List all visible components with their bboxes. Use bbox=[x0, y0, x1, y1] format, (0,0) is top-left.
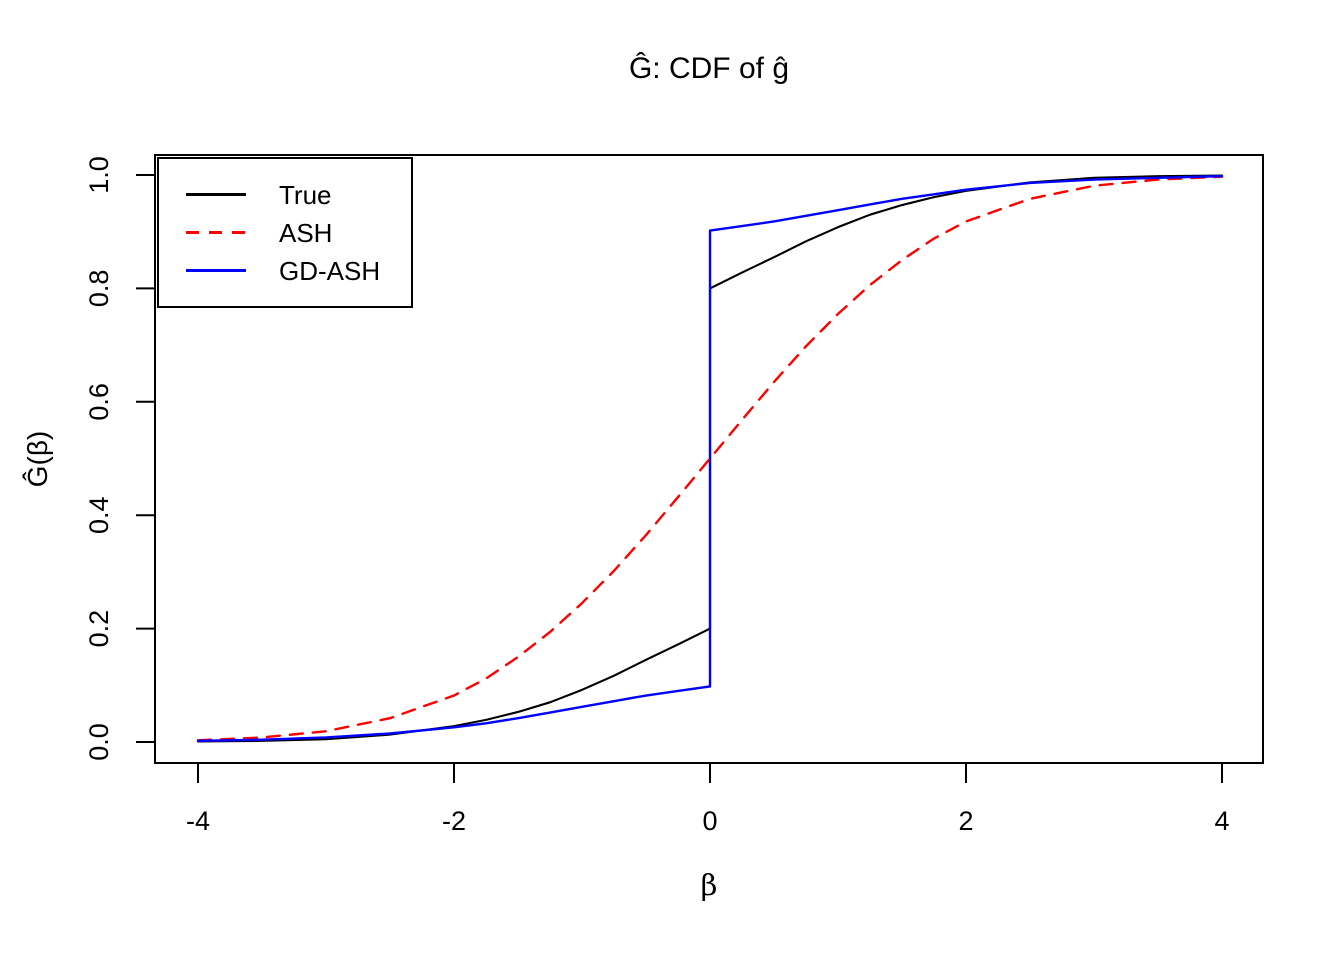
legend-line-true bbox=[186, 193, 246, 196]
y-tick-label: 0.6 bbox=[84, 383, 114, 421]
chart-title: Ĝ: CDF of ĝ bbox=[628, 52, 790, 85]
series-gd-ash-curve bbox=[196, 174, 1224, 743]
legend-item-true: True bbox=[159, 176, 411, 214]
y-axis-label: Ĝ(β) bbox=[22, 430, 53, 488]
x-axis-label: β bbox=[700, 868, 718, 902]
legend-label-true: True bbox=[279, 179, 332, 210]
legend-label-ash: ASH bbox=[279, 217, 333, 248]
x-tick-label: 0 bbox=[702, 806, 717, 836]
y-tick-label: 0.8 bbox=[84, 270, 114, 308]
y-tick-label: 0.2 bbox=[84, 610, 114, 648]
x-tick-label: -4 bbox=[186, 806, 210, 836]
legend-line-ash bbox=[186, 231, 246, 234]
legend-label-gd-ash: GD-ASH bbox=[279, 255, 381, 286]
legend-item-gd-ash: GD-ASH bbox=[159, 252, 411, 290]
x-tick-label: -2 bbox=[442, 806, 466, 836]
x-tick-label: 4 bbox=[1214, 806, 1229, 836]
y-tick-label: 1.0 bbox=[84, 156, 114, 194]
series-ash-curve bbox=[196, 175, 1224, 742]
legend-line-gd-ash bbox=[186, 269, 246, 272]
legend: True ASH GD-ASH bbox=[157, 157, 413, 308]
y-tick-label: 0.4 bbox=[84, 496, 114, 534]
legend-item-ash: ASH bbox=[159, 214, 411, 252]
y-tick-label: 0.0 bbox=[84, 723, 114, 761]
x-tick-label: 2 bbox=[958, 806, 973, 836]
